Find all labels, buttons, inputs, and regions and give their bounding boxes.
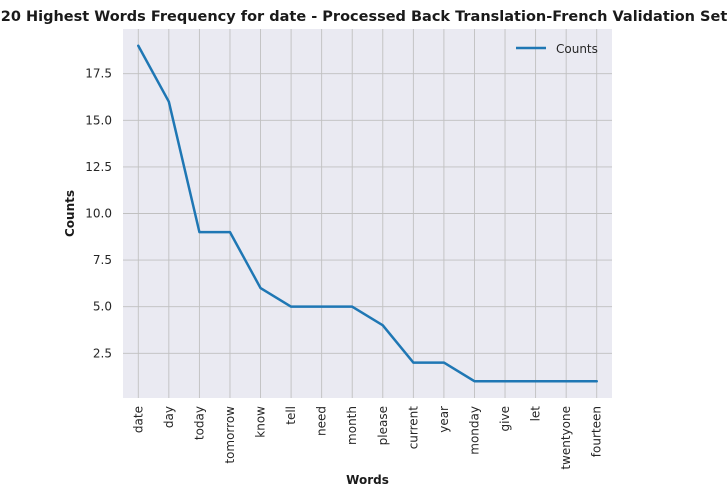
x-axis-ticks: date day today tomorrow know tell need month ple… (131, 406, 603, 470)
x-tick-label: date (131, 406, 145, 433)
series-layer (137, 44, 598, 383)
x-tick-label: know (254, 406, 268, 438)
x-tick-label: need (315, 406, 329, 436)
x-tick-label: give (498, 406, 512, 431)
y-axis-ticks: 2.5 5.0 7.5 10.0 12.5 15.0 17.5 (85, 67, 112, 361)
y-tick-label: 17.5 (85, 67, 112, 81)
x-tick-label: current (406, 406, 420, 450)
legend-label: Counts (556, 42, 598, 56)
x-tick-label: tell (284, 406, 298, 425)
x-tick-label: fourteen (590, 406, 604, 457)
x-tick-label: please (376, 406, 390, 445)
y-tick-label: 12.5 (85, 160, 112, 174)
y-axis-label: Counts (63, 190, 77, 237)
x-axis-label: Words (346, 473, 389, 487)
x-tick-label: year (437, 406, 451, 433)
x-tick-label: month (345, 406, 359, 445)
x-tick-label: tomorrow (223, 406, 237, 464)
x-tick-label: let (529, 406, 543, 422)
grid (123, 29, 612, 398)
x-tick-label: twentyone (559, 406, 573, 470)
y-tick-label: 15.0 (85, 113, 112, 127)
x-tick-label: today (192, 406, 206, 440)
y-tick-label: 5.0 (93, 300, 112, 314)
series-line-counts (137, 44, 598, 383)
y-tick-label: 7.5 (93, 253, 112, 267)
x-tick-label: monday (467, 406, 481, 455)
legend: Counts (516, 42, 598, 56)
y-tick-label: 2.5 (93, 346, 112, 360)
x-tick-label: day (162, 406, 176, 428)
chart-title: 20 Highest Words Frequency for date - Pr… (1, 9, 727, 25)
y-tick-label: 10.0 (85, 207, 112, 221)
